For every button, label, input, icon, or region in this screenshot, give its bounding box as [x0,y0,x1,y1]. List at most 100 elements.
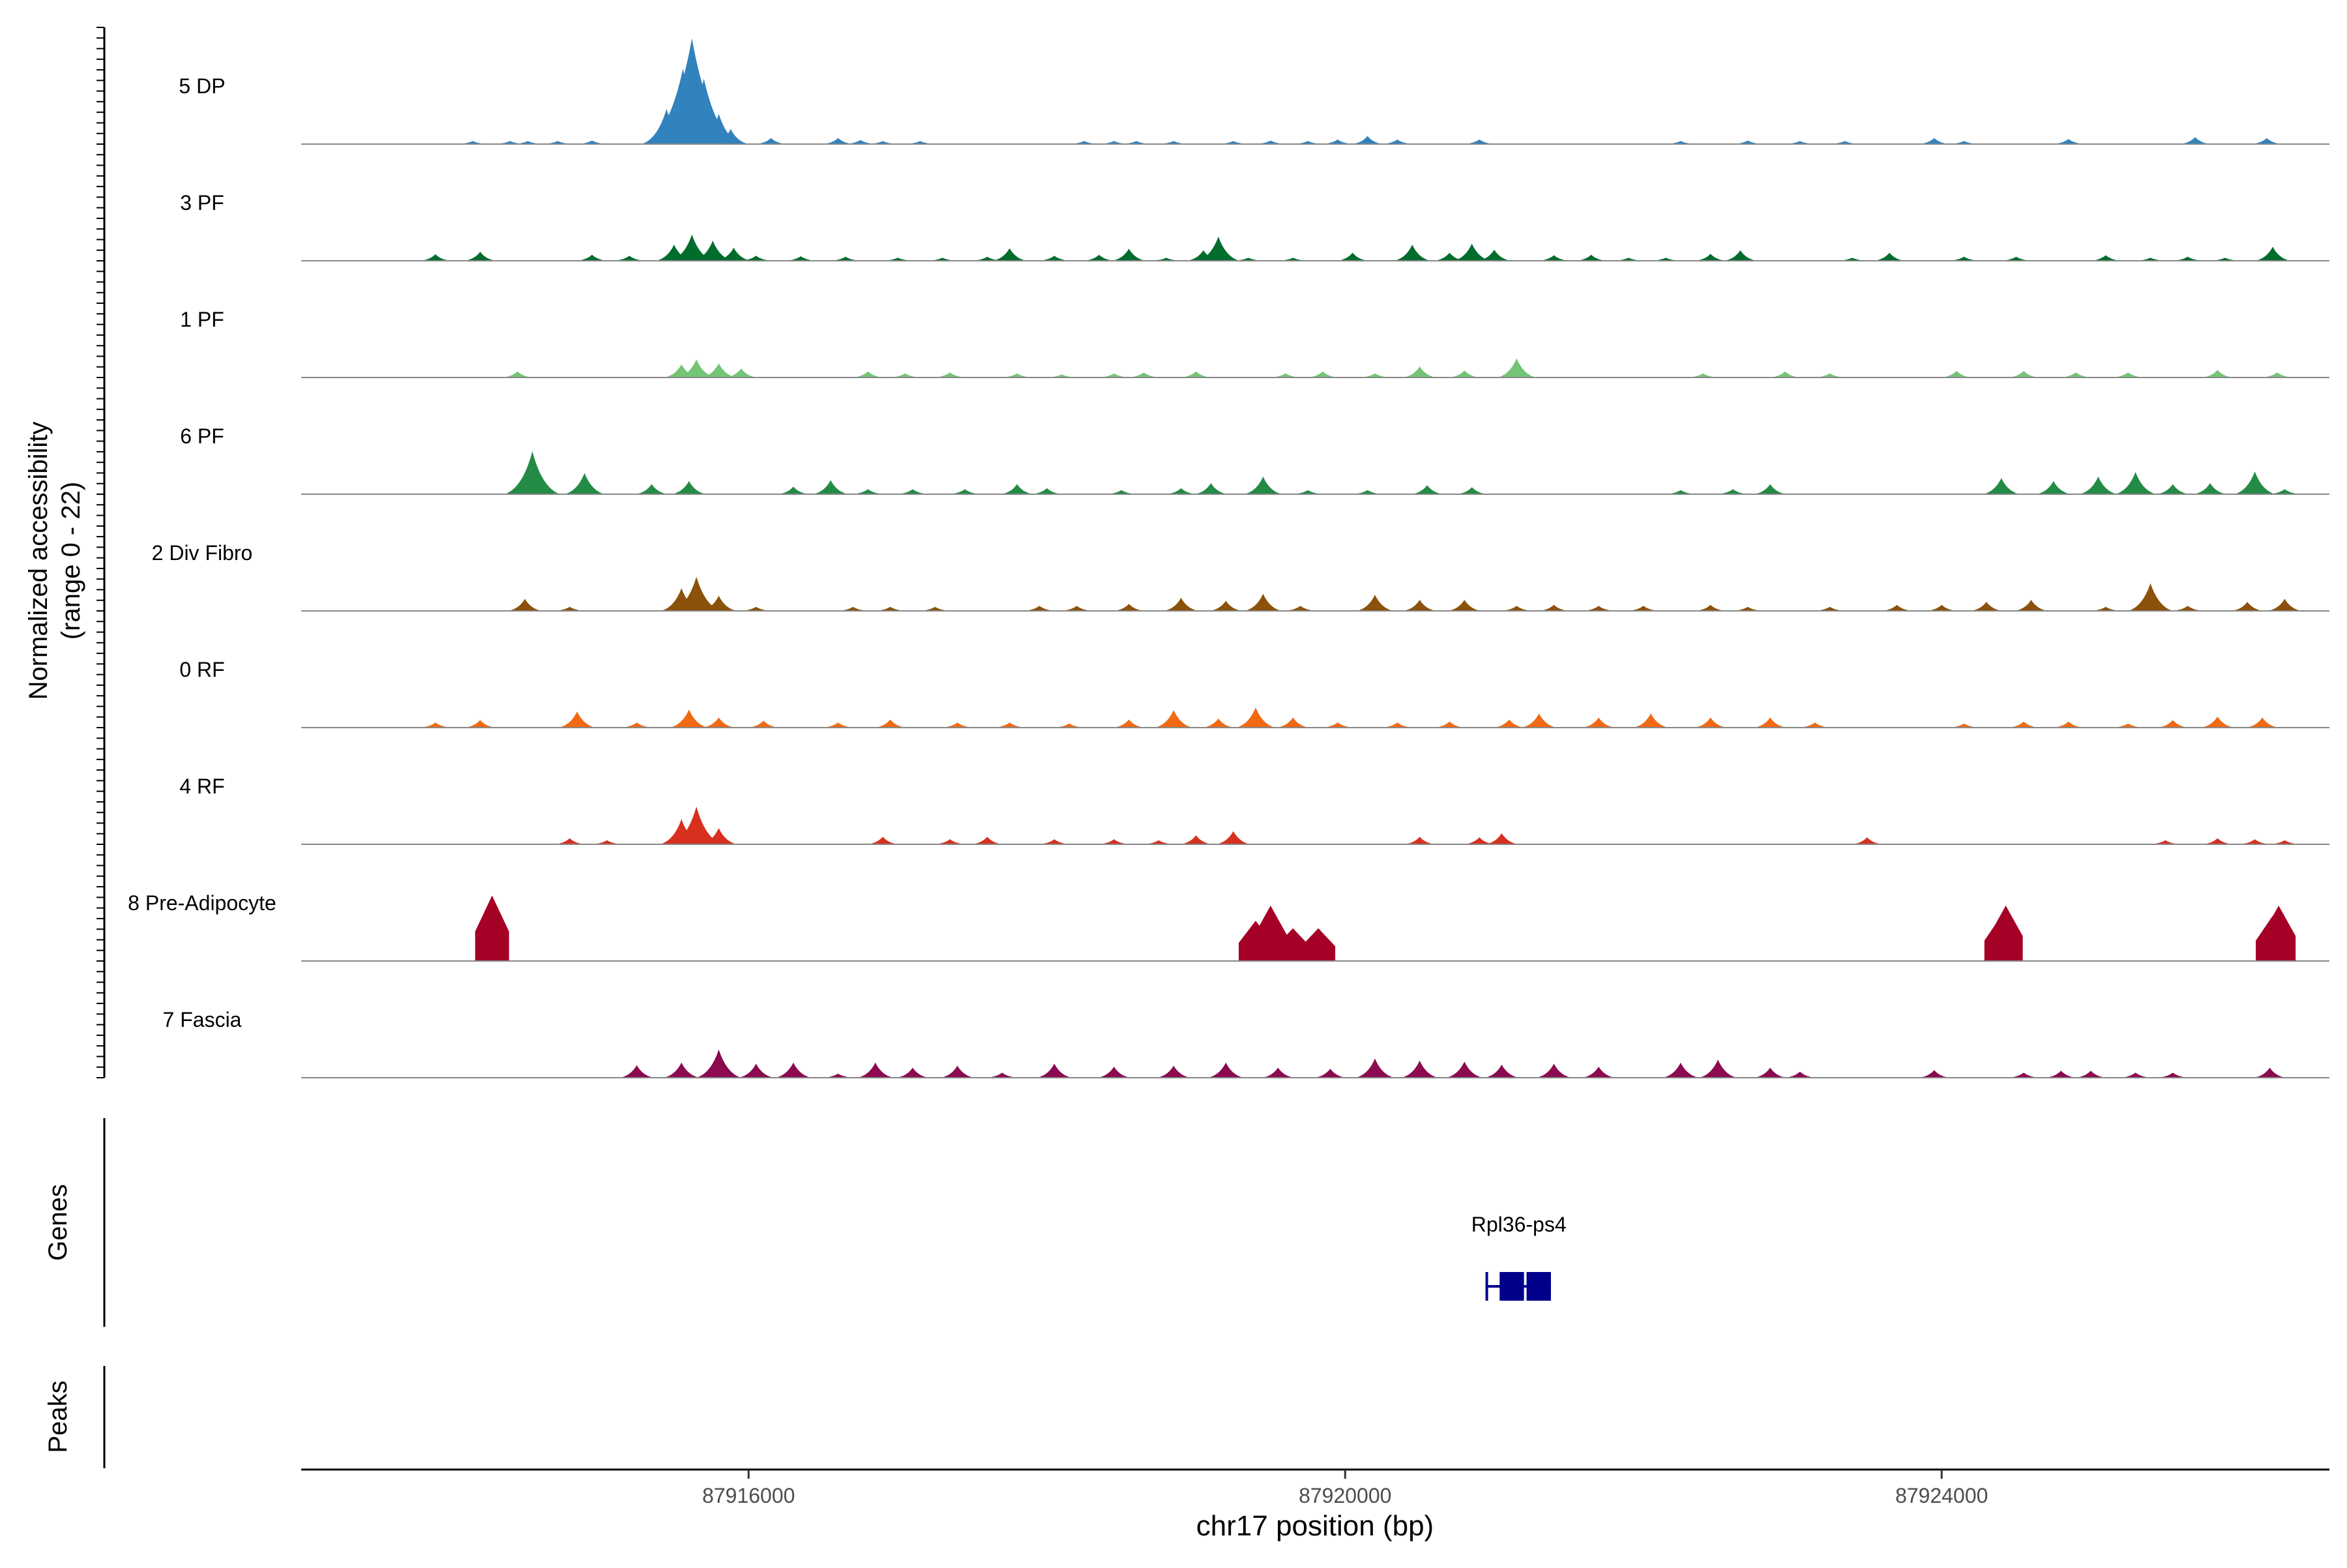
coverage-peak [700,595,737,611]
coverage-peak [1754,1067,1787,1078]
coverage-peak [1262,1067,1295,1078]
coverage-peak [621,722,653,728]
coverage-peak [785,256,817,261]
coverage-peak [1538,255,1570,261]
coverage-peak [1158,141,1190,144]
coverage-peak [1501,606,1533,611]
x-tick-label: 87924000 [1895,1484,1988,1507]
coverage-peak [2115,472,2157,494]
gene-exon [1526,1272,1551,1301]
coverage-peak [1477,250,1511,261]
coverage-peak [1769,371,1801,377]
track-label: 3 PF [180,191,224,214]
coverage-peak [1277,717,1310,728]
coverage-peak [1061,606,1093,611]
coverage-peak [1464,837,1496,844]
coverage-peak [1179,835,1213,844]
coverage-peak [2052,139,2084,144]
coverage-peak [1612,258,1644,261]
coverage-peak [1874,252,1906,261]
coverage-peak [1321,722,1353,728]
coverage-peak [992,248,1027,261]
coverage-peak [1098,373,1130,377]
coverage-peak [1046,374,1078,377]
coverage-peak [1292,141,1324,144]
coverage-peak [494,141,526,144]
coverage-peak [1381,722,1413,728]
coverage-peak [457,141,489,144]
coverage-peak [748,720,780,728]
coverage-peak [740,606,772,611]
coverage-peak [2112,723,2144,728]
coverage-peak [2089,255,2121,261]
x-axis-title: chr17 position (bp) [1196,1510,1434,1542]
coverage-peak [2128,583,2173,611]
coverage-peak [1321,140,1353,144]
coverage-peak [1336,252,1368,261]
coverage-peak [986,1072,1018,1078]
coverage-peak [2052,721,2084,728]
coverage-peak [1627,606,1659,611]
y-axis [96,27,106,1078]
coverage-peak [1039,839,1070,844]
coverage-peak [2202,838,2234,844]
coverage-peak [1197,236,1240,261]
coverage-peak [2060,372,2092,377]
coverage-peak [2245,717,2279,728]
coverage-tracks: 5 DP 3 PF 1 PF 6 PF 2 Div Fibro 0 RF 4 RF 8 Pre… [128,38,2329,1078]
coverage-peak [1694,254,1726,261]
coverage-peak [1918,138,1950,144]
coverage-peak [1068,141,1100,144]
coverage-peak [2036,481,2071,494]
coverage-peak [1694,604,1726,611]
coverage-peak [1001,373,1033,377]
coverage-peak [2089,606,2121,611]
coverage-peak [1306,371,1338,377]
coverage-peak [1301,928,1336,961]
coverage-peak [554,606,585,611]
coverage-peak [1851,837,1883,844]
coverage-peak [949,489,981,494]
coverage-peak [542,141,574,144]
coverage-peak [1351,490,1383,494]
track-6-pf: 6 PF [180,424,2329,495]
coverage-peak [2149,840,2181,844]
coverage-peak [1724,250,1757,261]
coverage-peak [1493,719,1525,728]
track-0-rf: 0 RF [179,658,2329,728]
coverage-peak [1209,600,1243,611]
coverage-peak [1754,484,1787,494]
coverage-peak [2134,258,2166,261]
coverage-peak [1000,484,1034,494]
coverage-peak [713,128,749,144]
x-tick-label: 87916000 [702,1484,795,1507]
coverage-peak [576,254,608,261]
coverage-peak [740,256,772,261]
coverage-peak [1497,358,1537,377]
coverage-peak [2193,483,2227,494]
coverage-peak [635,484,668,494]
coverage-peak [1970,602,2003,611]
coverage-peak [2269,840,2301,844]
coverage-peak [857,1062,894,1078]
coverage-peak [2112,372,2144,377]
coverage-peak [1694,717,1727,728]
coverage-peak [700,828,737,844]
coverage-peak [2267,599,2302,611]
coverage-peak [1664,490,1696,494]
coverage-peak [1698,1059,1737,1078]
coverage-peak [696,1049,742,1078]
coverage-peak [867,141,899,144]
coverage-peak [1207,1062,1244,1078]
coverage-peak [1464,140,1496,144]
coverage-peak [591,840,623,844]
coverage-peak [1402,366,1437,377]
coverage-peak [874,719,906,728]
coverage-peak [619,1065,655,1078]
coverage-peak [755,138,787,144]
coverage-peak [874,606,906,611]
coverage-peak [1575,254,1607,261]
coverage-peak [844,140,876,144]
coverage-peak [1128,372,1160,377]
